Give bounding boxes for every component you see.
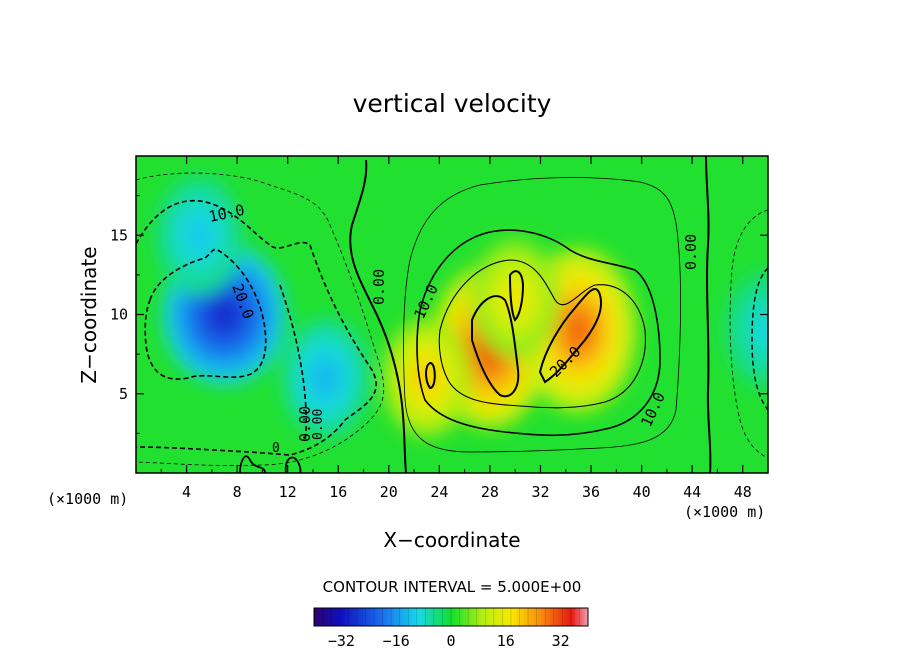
contour-zero-left [349,159,407,473]
contour-interval-text: CONTOUR INTERVAL = 5.000E+00 [323,578,582,596]
colorbar-tick-label: 16 [497,632,515,650]
y-axis-title: Z−coordinate [77,246,101,383]
contour-neg-10 [136,199,377,456]
y-tick-label: 15 [110,226,128,244]
heatmap-cell [214,302,235,327]
x-axis-ticks: 4 8 12 16 20 24 28 32 36 40 44 48 [160,156,752,501]
contour-neg-5-a [136,172,385,466]
contour-pos-20-d [424,362,436,390]
contour-pos-20-a [471,295,520,398]
colorbar-tick-label: −32 [328,632,355,650]
x-tick-label: 36 [582,483,600,501]
contour-pos-20-b [538,288,602,384]
heatmap-cell [191,225,207,246]
x-tick-label: 44 [683,483,701,501]
x-tick-label: 24 [430,483,448,501]
contour-lines [136,156,768,473]
contour-pos-20-c [508,270,525,322]
x-tick-label: 32 [531,483,549,501]
heatmap-cell [568,316,589,345]
heatmap-cell [760,320,768,341]
contour-neg-10-right [751,267,768,411]
colorbar: −32 −16 0 16 32 [313,607,589,650]
x-tick-label: 48 [734,483,752,501]
contour-label: 0.00 [296,406,314,442]
heatmap-field [136,156,768,473]
x-tick-label: 4 [182,483,191,501]
colorbar-tick-label: −16 [383,632,410,650]
contour-label: 0.00 [370,269,388,305]
y-axis-ticks: 5 10 15 [110,195,768,434]
y-unit-label: (×1000 m) [47,490,128,508]
contour-zero-bottom [239,455,302,473]
y-tick-label: 5 [119,385,128,403]
x-tick-label: 20 [380,483,398,501]
contour-pos-10 [416,229,661,437]
x-axis-title: X−coordinate [383,528,520,552]
x-tick-label: 16 [329,483,347,501]
contour-pos-5 [403,177,682,453]
colorbar-ticks: −32 −16 0 16 32 [328,632,570,650]
contour-label: 0 [272,441,280,456]
contour-zero-right [705,156,712,473]
colorbar-tick-label: 0 [446,632,455,650]
y-tick-label: 10 [110,306,128,324]
x-tick-label: 12 [279,483,297,501]
contour-neg-20 [144,248,267,380]
heatmap-cell [318,367,333,388]
chart-title: vertical velocity [353,89,552,118]
contour-neg-10-inner [279,284,307,441]
x-tick-label: 28 [481,483,499,501]
contour-label: 0.00 [311,409,326,440]
colorbar-gradient [313,607,589,627]
x-tick-label: 40 [633,483,651,501]
x-unit-label: (×1000 m) [684,503,765,521]
contour-neg-5-right [729,209,768,459]
x-tick-label: 8 [233,483,242,501]
contour-label: 0.00 [682,234,700,270]
contour-pos-15 [438,259,646,409]
colorbar-tick-label: 32 [552,632,570,650]
